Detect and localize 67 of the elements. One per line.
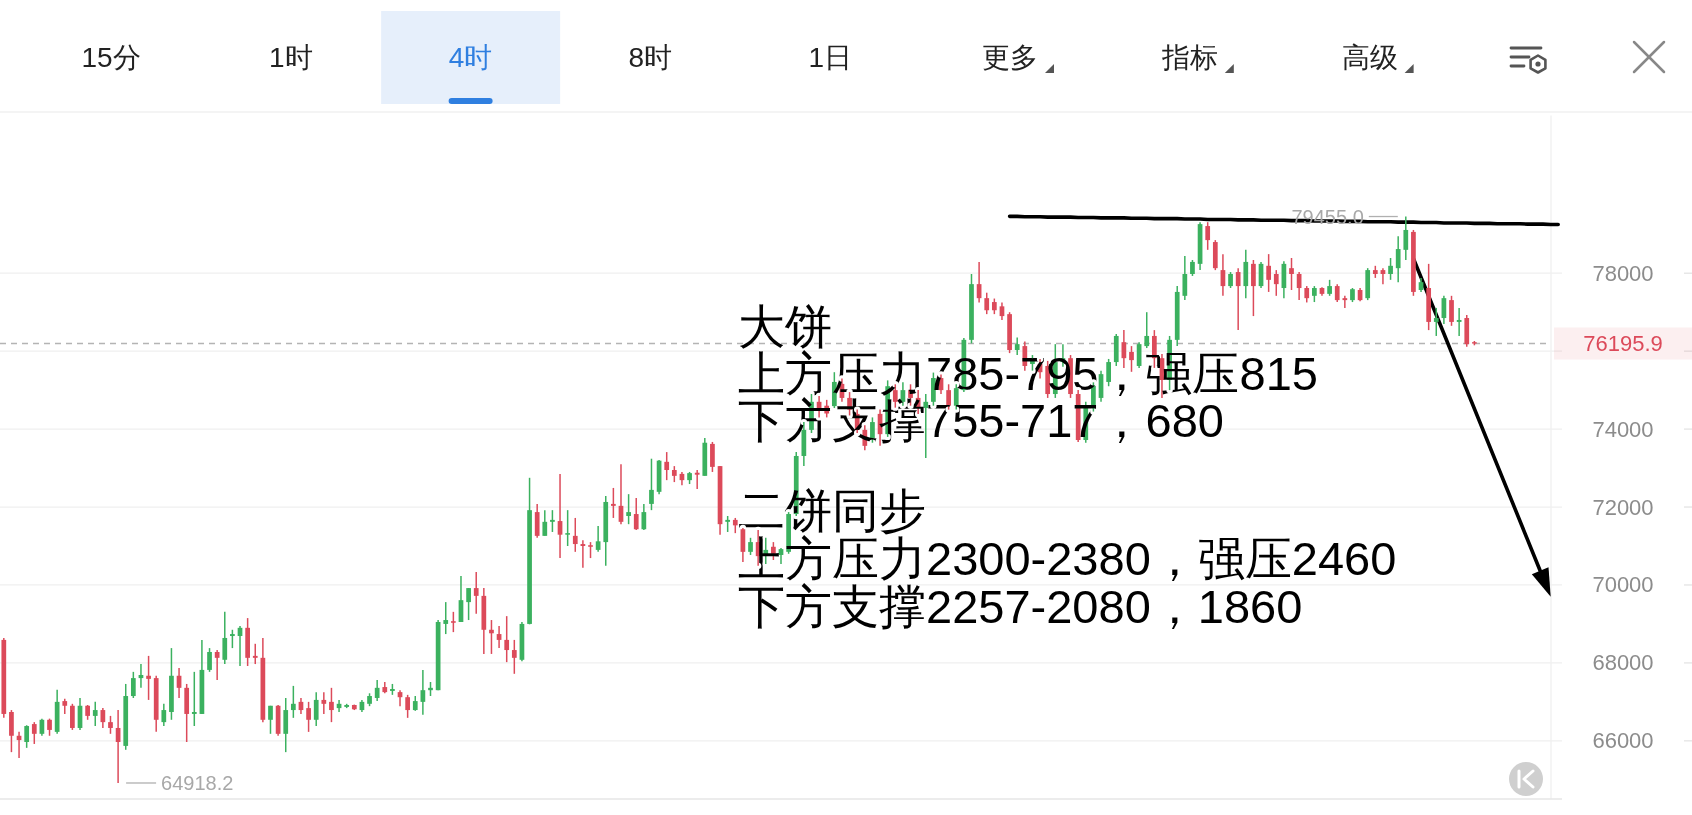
y-tick-label: 72000 [1592,494,1654,520]
candlestick [1144,311,1150,349]
candlestick [641,503,647,531]
candlestick [473,571,479,615]
candlestick [649,457,654,511]
candlestick [1289,257,1294,291]
candlestick [694,469,700,490]
candlestick [451,611,456,633]
candlestick [207,647,212,673]
candlestick [504,615,510,663]
candlestick [222,611,228,665]
candlestick [1235,267,1241,331]
candlestick [306,701,311,733]
candlestick [664,451,670,481]
y-tick-label: 68000 [1592,650,1654,676]
candlestick [550,509,555,533]
ref-line-label: 76195.9 [1583,331,1663,357]
candlestick [313,691,319,727]
candlestick [214,649,220,681]
candlestick [130,671,136,699]
candlestick [542,509,548,537]
candlestick [374,679,380,702]
candlestick [1205,221,1211,251]
candlestick [572,517,578,553]
candlestick [230,629,235,649]
candlestick [1273,269,1279,297]
candlestick [329,687,334,723]
candlestick [534,503,540,539]
candlestick [1251,259,1256,317]
candlestick [1182,255,1188,301]
candlestick [1266,253,1272,293]
candlestick [1403,215,1409,261]
candlestick [626,493,631,525]
candlestick [283,697,289,753]
candlestick [31,721,37,745]
candlestick [1433,307,1439,337]
candlestick [321,691,327,715]
candlestick [1395,235,1401,283]
candlestick [565,509,571,547]
candlestick [1449,295,1454,327]
candlestick [1388,257,1393,281]
candlestick [191,671,197,727]
candlestick [290,685,296,719]
y-tick-label: 66000 [1592,728,1654,754]
candlestick [1342,295,1348,309]
candlestick [633,497,639,531]
candlestick [24,724,30,749]
candlestick [405,694,411,719]
note: 下方支撑2257-2080，1860 [738,580,1303,633]
candlestick [710,441,715,473]
candlestick [984,291,990,315]
y-tick-label: 78000 [1592,260,1654,286]
annotation: 64918.2 [161,771,234,794]
candlestick [252,643,258,665]
candlestick [443,601,449,635]
candlestick [595,525,601,553]
candlestick [146,655,151,701]
candlestick [161,703,167,727]
y-tick-label: 74000 [1592,416,1654,442]
candlestick [268,705,273,735]
candlestick [466,587,471,621]
candlestick [611,487,616,519]
candlestick [9,709,14,753]
candlestick [70,703,75,731]
y-tick-label: 70000 [1592,572,1654,598]
candlestick [511,639,517,675]
candlestick [92,701,98,727]
